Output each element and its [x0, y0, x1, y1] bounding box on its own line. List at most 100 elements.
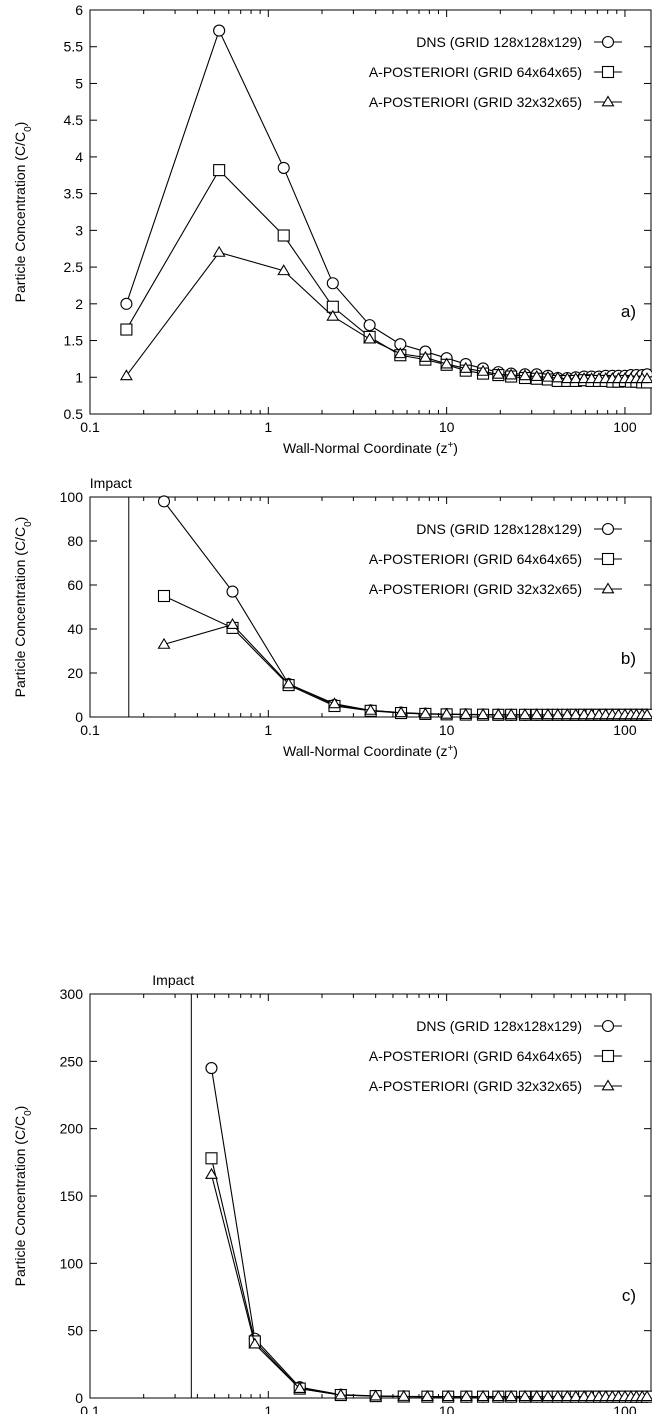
y-tick-label: 0.5	[64, 406, 84, 422]
data-point-triangle	[504, 708, 518, 720]
series-line-square	[125, 169, 648, 383]
x-tick-label: 0.1	[80, 722, 100, 738]
y-tick-label: 3.5	[64, 186, 84, 202]
data-point-triangle	[640, 372, 652, 384]
y-tick-label: 40	[67, 621, 83, 637]
data-point-triangle	[541, 708, 555, 720]
data-point-triangle	[560, 708, 574, 720]
plot-frame	[89, 496, 652, 718]
data-point-circle	[226, 585, 239, 598]
data-point-triangle	[569, 708, 583, 720]
y-tick-label: 6	[75, 2, 83, 18]
data-point-triangle	[459, 1390, 473, 1402]
data-point-triangle	[541, 370, 555, 382]
data-point-triangle	[541, 1390, 555, 1402]
y-tick-label: 4.5	[64, 112, 84, 128]
legend-marker-triangle	[601, 1079, 615, 1091]
data-point-triangle	[364, 703, 378, 715]
legend-label: A-POSTERIORI (GRID 64x64x65)	[369, 551, 582, 567]
data-point-triangle	[326, 309, 340, 321]
legend-label: A-POSTERIORI (GRID 64x64x65)	[369, 64, 582, 80]
data-point-triangle	[476, 708, 490, 720]
legend-marker-circle	[601, 1019, 615, 1033]
y-tick-label: 300	[60, 986, 84, 1002]
panel-label: b)	[621, 649, 636, 668]
y-tick-label: 1	[75, 369, 83, 385]
data-point-triangle	[397, 1389, 411, 1401]
y-tick-label: 4	[75, 149, 83, 165]
data-point-circle	[326, 277, 339, 290]
data-point-triangle	[518, 1390, 532, 1402]
data-point-triangle	[369, 1389, 383, 1401]
legend-marker-circle	[601, 35, 615, 49]
data-point-triangle	[212, 245, 226, 257]
data-point-triangle	[157, 637, 171, 649]
y-tick-label: 80	[67, 533, 83, 549]
legend-marker-square	[601, 552, 615, 566]
y-tick-label: 60	[67, 577, 83, 593]
y-tick-label: 2	[75, 296, 83, 312]
legend-label: DNS (GRID 128x128x129)	[416, 34, 582, 50]
data-point-triangle	[248, 1337, 262, 1349]
y-tick-label: 200	[60, 1121, 84, 1137]
chart-panel-2: 0 20 40 60 80 100 0.1 1 10 100 Wall-Normal Coordin…	[12, 475, 652, 759]
data-point-triangle	[560, 1390, 574, 1402]
series-line-triangle	[210, 1174, 648, 1398]
x-tick-label: 10	[439, 419, 455, 435]
data-point-triangle	[459, 707, 473, 719]
series-line-circle	[210, 1067, 648, 1398]
data-point-square	[120, 323, 133, 336]
y-tick-label: 250	[60, 1053, 84, 1069]
data-point-triangle	[476, 364, 490, 376]
impact-label: Impact	[90, 475, 132, 491]
data-point-circle	[363, 319, 376, 332]
y-tick-label: 0	[75, 709, 83, 725]
x-axis-label: Wall-Normal Coordinate (z+)	[283, 440, 458, 457]
x-tick-label: 100	[613, 722, 637, 738]
data-point-triangle	[440, 357, 454, 369]
data-point-triangle	[334, 1388, 348, 1400]
data-point-triangle	[518, 708, 532, 720]
x-tick-label: 100	[613, 419, 637, 435]
data-point-triangle	[560, 372, 574, 384]
legend-label: A-POSTERIORI (GRID 32x32x65)	[369, 94, 582, 110]
x-tick-label: 100	[613, 1403, 637, 1414]
chart-panel-1: 0.5 1 1.5 2 2.5 3 3.5 4 4.5 5 5.5 6 0.1 1 10 100 Wall-No…	[12, 2, 652, 456]
data-point-triangle	[640, 1390, 652, 1402]
data-point-circle	[205, 1062, 218, 1075]
legend-label: DNS (GRID 128x128x129)	[416, 521, 582, 537]
data-point-triangle	[441, 1390, 455, 1402]
legend-label: A-POSTERIORI (GRID 64x64x65)	[369, 1048, 582, 1064]
y-tick-label: 150	[60, 1188, 84, 1204]
x-tick-label: 1	[264, 1403, 272, 1414]
data-point-triangle	[119, 369, 133, 381]
y-tick-label: 0	[75, 1390, 83, 1406]
x-axis-label: Wall-Normal Coordinate (z+)	[283, 743, 458, 760]
data-point-square	[205, 1152, 218, 1165]
series-line-triangle	[125, 251, 648, 380]
data-point-triangle	[491, 708, 505, 720]
data-point-triangle	[420, 1390, 434, 1402]
data-point-triangle	[393, 347, 407, 359]
y-axis-label: Particle Concentration (C/C0)	[12, 517, 34, 698]
data-point-triangle	[282, 677, 296, 689]
data-point-triangle	[363, 332, 377, 344]
data-point-triangle	[504, 368, 518, 380]
data-point-triangle	[328, 697, 341, 709]
data-point-triangle	[569, 372, 583, 384]
data-point-triangle	[205, 1167, 218, 1179]
y-tick-label: 1.5	[64, 333, 84, 349]
data-point-triangle	[226, 618, 239, 630]
y-tick-label: 3	[75, 222, 83, 238]
data-point-triangle	[530, 1390, 544, 1402]
legend-label: DNS (GRID 128x128x129)	[416, 1018, 582, 1034]
data-point-triangle	[440, 707, 454, 719]
data-point-triangle	[491, 367, 505, 379]
data-point-triangle	[640, 708, 652, 720]
data-point-triangle	[293, 1381, 307, 1393]
y-tick-label: 20	[67, 665, 83, 681]
legend-marker-triangle	[601, 95, 615, 107]
y-tick-label: 2.5	[64, 259, 84, 275]
y-axis-label: Particle Concentration (C/C0)	[12, 122, 34, 303]
